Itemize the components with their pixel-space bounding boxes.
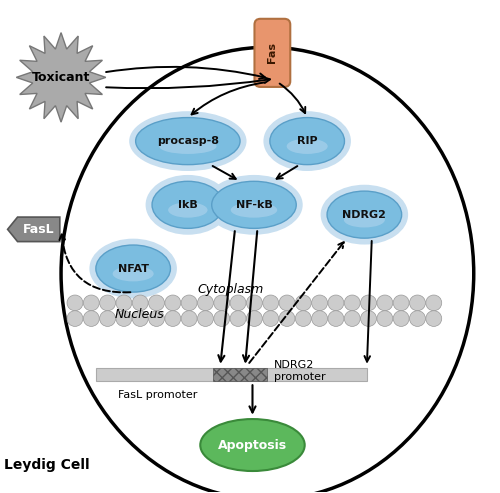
Text: FasL: FasL xyxy=(23,223,54,236)
Circle shape xyxy=(246,311,262,326)
Ellipse shape xyxy=(264,111,351,171)
Circle shape xyxy=(165,295,181,311)
Circle shape xyxy=(296,295,312,311)
Circle shape xyxy=(100,295,116,311)
Circle shape xyxy=(148,295,164,311)
Circle shape xyxy=(377,311,393,326)
Circle shape xyxy=(100,311,116,326)
Circle shape xyxy=(246,295,262,311)
Circle shape xyxy=(393,311,409,326)
Circle shape xyxy=(67,295,83,311)
Circle shape xyxy=(165,311,181,326)
Ellipse shape xyxy=(112,266,154,282)
Ellipse shape xyxy=(129,111,246,171)
Ellipse shape xyxy=(327,191,402,238)
Circle shape xyxy=(296,311,312,326)
Ellipse shape xyxy=(206,175,302,235)
Text: Toxicant: Toxicant xyxy=(32,71,90,84)
Text: FasL promoter: FasL promoter xyxy=(118,389,198,400)
Ellipse shape xyxy=(320,185,408,245)
Circle shape xyxy=(262,311,278,326)
Circle shape xyxy=(116,311,132,326)
Text: Nucleus: Nucleus xyxy=(115,308,164,320)
Circle shape xyxy=(328,311,344,326)
Text: IkB: IkB xyxy=(178,200,198,210)
Polygon shape xyxy=(16,33,106,122)
Text: NDRG2
promoter: NDRG2 promoter xyxy=(274,360,326,382)
Ellipse shape xyxy=(159,139,216,154)
Circle shape xyxy=(279,295,295,311)
Circle shape xyxy=(84,311,99,326)
Ellipse shape xyxy=(344,212,385,227)
Text: Leydig Cell: Leydig Cell xyxy=(4,458,89,472)
Circle shape xyxy=(262,295,278,311)
Ellipse shape xyxy=(168,202,207,217)
Circle shape xyxy=(377,295,393,311)
Ellipse shape xyxy=(146,175,230,235)
Text: Apoptosis: Apoptosis xyxy=(218,439,287,452)
FancyBboxPatch shape xyxy=(254,19,290,87)
Ellipse shape xyxy=(212,181,296,228)
Circle shape xyxy=(116,295,132,311)
Circle shape xyxy=(214,311,230,326)
Ellipse shape xyxy=(90,239,177,298)
Circle shape xyxy=(410,311,426,326)
Circle shape xyxy=(198,311,214,326)
Circle shape xyxy=(67,311,83,326)
Text: NF-kB: NF-kB xyxy=(236,200,273,210)
Text: NFAT: NFAT xyxy=(118,264,148,274)
Ellipse shape xyxy=(270,117,344,165)
Text: Cytoplasm: Cytoplasm xyxy=(198,282,264,296)
Circle shape xyxy=(312,311,328,326)
Circle shape xyxy=(344,311,360,326)
Ellipse shape xyxy=(152,181,224,228)
Circle shape xyxy=(279,311,295,326)
Ellipse shape xyxy=(96,245,170,292)
Circle shape xyxy=(214,295,230,311)
Circle shape xyxy=(198,295,214,311)
Circle shape xyxy=(344,295,360,311)
Ellipse shape xyxy=(230,202,277,217)
Text: RIP: RIP xyxy=(297,136,318,146)
Bar xyxy=(212,368,268,381)
Circle shape xyxy=(312,295,328,311)
Circle shape xyxy=(181,311,197,326)
Circle shape xyxy=(84,295,99,311)
Circle shape xyxy=(426,311,442,326)
Circle shape xyxy=(426,295,442,311)
Ellipse shape xyxy=(286,139,328,154)
Circle shape xyxy=(181,295,197,311)
Circle shape xyxy=(410,295,426,311)
Polygon shape xyxy=(8,217,60,242)
Text: Fas: Fas xyxy=(268,42,278,64)
Circle shape xyxy=(148,311,164,326)
Circle shape xyxy=(230,311,246,326)
Ellipse shape xyxy=(61,47,474,493)
Circle shape xyxy=(132,311,148,326)
Circle shape xyxy=(393,295,409,311)
Circle shape xyxy=(132,295,148,311)
Text: NDRG2: NDRG2 xyxy=(342,210,386,220)
Circle shape xyxy=(230,295,246,311)
Circle shape xyxy=(328,295,344,311)
Circle shape xyxy=(360,311,376,326)
Text: procasp-8: procasp-8 xyxy=(157,136,219,146)
Circle shape xyxy=(360,295,376,311)
Ellipse shape xyxy=(136,117,240,165)
Bar xyxy=(96,368,367,381)
Ellipse shape xyxy=(200,419,304,471)
